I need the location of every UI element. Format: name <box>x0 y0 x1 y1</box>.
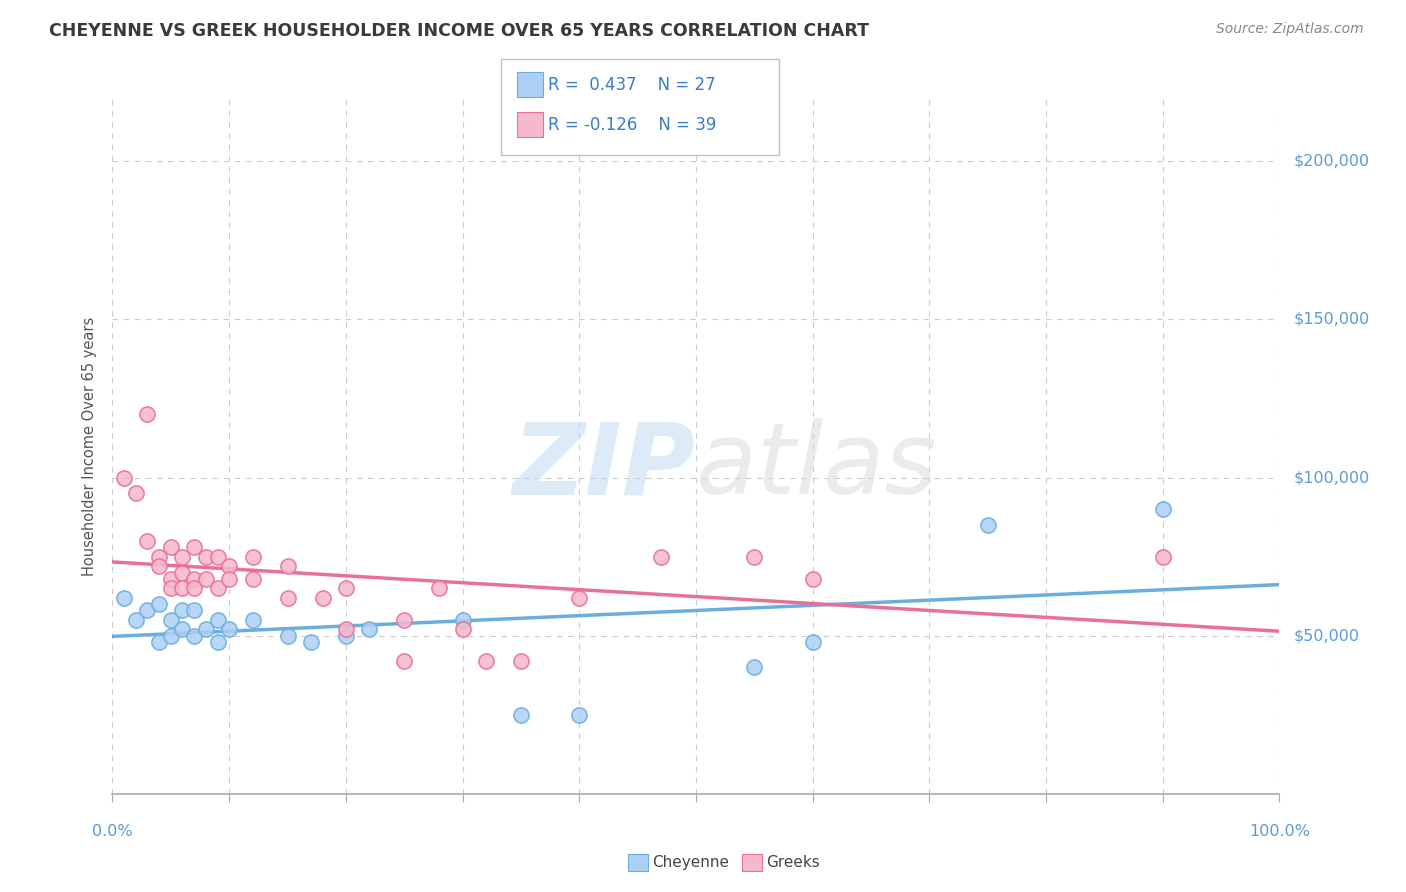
Point <box>148 549 170 564</box>
Point <box>183 629 205 643</box>
Point <box>136 533 159 548</box>
Point <box>451 623 474 637</box>
Point <box>112 591 135 605</box>
Point <box>207 613 229 627</box>
Point <box>125 613 148 627</box>
Point <box>801 572 824 586</box>
Point <box>136 603 159 617</box>
Point <box>160 572 183 586</box>
Point <box>742 549 765 564</box>
Point <box>311 591 333 605</box>
Text: Greeks: Greeks <box>766 855 820 870</box>
Point <box>194 572 217 586</box>
Point <box>276 591 298 605</box>
Point <box>194 623 217 637</box>
Point <box>242 549 264 564</box>
Text: CHEYENNE VS GREEK HOUSEHOLDER INCOME OVER 65 YEARS CORRELATION CHART: CHEYENNE VS GREEK HOUSEHOLDER INCOME OVE… <box>49 22 869 40</box>
Text: R =  0.437    N = 27: R = 0.437 N = 27 <box>548 76 716 94</box>
Point <box>218 559 240 574</box>
Point <box>509 654 531 668</box>
Y-axis label: Householder Income Over 65 years: Householder Income Over 65 years <box>82 317 97 575</box>
Text: $200,000: $200,000 <box>1294 154 1369 169</box>
Point <box>183 572 205 586</box>
Point <box>242 572 264 586</box>
Point <box>207 582 229 596</box>
Point <box>112 470 135 484</box>
Point <box>801 635 824 649</box>
Point <box>427 582 450 596</box>
Point <box>160 613 183 627</box>
Point <box>218 572 240 586</box>
Point <box>359 623 381 637</box>
Point <box>160 582 183 596</box>
Point <box>451 613 474 627</box>
Point <box>148 559 170 574</box>
Point <box>183 540 205 554</box>
Point <box>335 582 357 596</box>
Point <box>475 654 498 668</box>
Point <box>742 660 765 674</box>
Point <box>392 654 416 668</box>
Point <box>125 486 148 500</box>
Point <box>976 518 998 533</box>
Point <box>509 707 531 722</box>
Point <box>148 635 170 649</box>
Point <box>392 613 416 627</box>
Point <box>160 540 183 554</box>
Text: R = -0.126    N = 39: R = -0.126 N = 39 <box>548 116 717 134</box>
Point <box>276 559 298 574</box>
Text: ZIP: ZIP <box>513 418 696 516</box>
Point <box>172 566 194 580</box>
Point <box>172 603 194 617</box>
Text: atlas: atlas <box>696 418 938 516</box>
Text: 100.0%: 100.0% <box>1249 824 1310 839</box>
Point <box>183 603 205 617</box>
Text: Cheyenne: Cheyenne <box>652 855 730 870</box>
Point <box>1152 502 1174 516</box>
Point <box>568 591 591 605</box>
Text: Source: ZipAtlas.com: Source: ZipAtlas.com <box>1216 22 1364 37</box>
Point <box>194 549 217 564</box>
Point <box>568 707 591 722</box>
Point <box>148 597 170 611</box>
Point <box>207 549 229 564</box>
Text: $50,000: $50,000 <box>1294 628 1360 643</box>
Point <box>335 623 357 637</box>
Point <box>136 408 159 422</box>
Text: $150,000: $150,000 <box>1294 312 1369 327</box>
Point <box>172 623 194 637</box>
Point <box>172 549 194 564</box>
Point <box>172 582 194 596</box>
Point <box>242 613 264 627</box>
Point <box>207 635 229 649</box>
Point <box>299 635 322 649</box>
Point <box>335 629 357 643</box>
Point <box>183 582 205 596</box>
Point <box>1152 549 1174 564</box>
Point <box>650 549 672 564</box>
Point <box>218 623 240 637</box>
Point <box>160 629 183 643</box>
Text: 0.0%: 0.0% <box>93 824 132 839</box>
Text: $100,000: $100,000 <box>1294 470 1369 485</box>
Point <box>276 629 298 643</box>
